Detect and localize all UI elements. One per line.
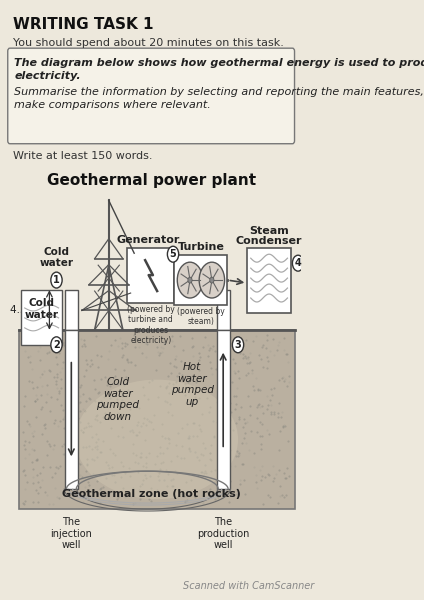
Text: The
production
well: The production well [197, 517, 249, 550]
Text: Geothermal zone (hot rocks): Geothermal zone (hot rocks) [62, 489, 240, 499]
Bar [65, 330, 78, 489]
Text: Cold
water: Cold water [25, 298, 59, 320]
Bar [65, 290, 78, 330]
Text: WRITING TASK 1: WRITING TASK 1 [13, 17, 153, 32]
Circle shape [293, 255, 304, 271]
Circle shape [199, 262, 225, 298]
Bar [247, 248, 291, 313]
Text: make comparisons where relevant.: make comparisons where relevant. [14, 100, 211, 110]
Text: Hot
water
pumped
up: Hot water pumped up [170, 362, 214, 407]
Bar [174, 255, 227, 305]
Text: 4: 4 [295, 258, 301, 268]
Text: Turbine: Turbine [178, 242, 224, 252]
Text: The diagram below shows how geothermal energy is used to produce: The diagram below shows how geothermal e… [14, 58, 424, 68]
Bar [21, 290, 62, 345]
Ellipse shape [75, 380, 238, 499]
Circle shape [51, 272, 62, 288]
Text: The
injection
well: The injection well [50, 517, 92, 550]
Text: 4.5 km: 4.5 km [11, 305, 47, 315]
Text: 2: 2 [53, 340, 60, 350]
Text: 3: 3 [234, 340, 241, 350]
Text: Geothermal power plant: Geothermal power plant [47, 173, 256, 188]
Text: (powered by
turbine and
produces
electricity): (powered by turbine and produces electri… [127, 305, 175, 345]
Text: You should spend about 20 minutes on this task.: You should spend about 20 minutes on thi… [13, 38, 284, 48]
Text: 5: 5 [170, 249, 176, 259]
Bar [127, 248, 174, 303]
Text: Generator: Generator [117, 235, 180, 245]
Circle shape [177, 262, 203, 298]
Circle shape [167, 246, 179, 262]
Text: Cold
water: Cold water [39, 247, 73, 268]
Bar [19, 330, 295, 509]
Circle shape [51, 337, 62, 353]
Text: Cold
water
pumped
down: Cold water pumped down [96, 377, 139, 422]
Text: Scanned with CamScanner: Scanned with CamScanner [183, 581, 314, 590]
Text: (powered by
steam): (powered by steam) [177, 307, 225, 326]
Text: Write at least 150 words.: Write at least 150 words. [13, 151, 152, 161]
Circle shape [232, 337, 244, 353]
Bar [217, 330, 229, 489]
Text: Condenser: Condenser [236, 236, 302, 246]
Text: electricity.: electricity. [14, 71, 81, 81]
Circle shape [210, 277, 214, 283]
Text: 1: 1 [53, 275, 60, 285]
Text: Summarise the information by selecting and reporting the main features, and: Summarise the information by selecting a… [14, 87, 424, 97]
Bar [217, 290, 229, 330]
Text: Steam: Steam [249, 226, 289, 236]
FancyBboxPatch shape [8, 48, 295, 144]
Circle shape [188, 277, 192, 283]
